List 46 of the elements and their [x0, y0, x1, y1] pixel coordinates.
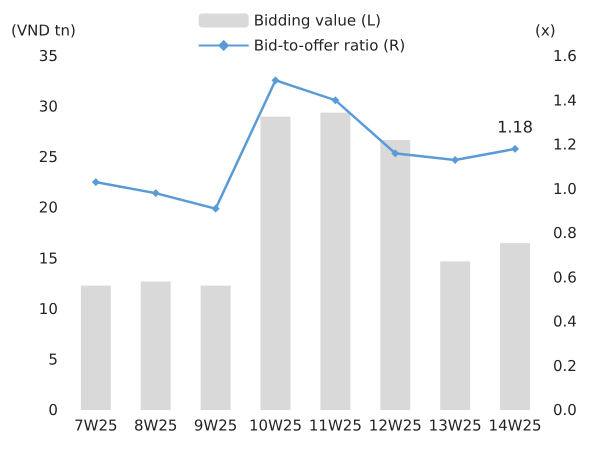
y-axis-title: (VND tn)	[10, 22, 76, 40]
y2-tick-label: 0.0	[553, 401, 577, 419]
y-tick-label: 10	[38, 300, 58, 318]
bar	[80, 286, 111, 410]
point	[92, 178, 100, 186]
y2-tick-label: 1.6	[553, 47, 577, 65]
point	[212, 204, 220, 213]
x-tick-label: 10W25	[248, 416, 302, 434]
point	[272, 76, 280, 84]
y2-tick-label: 0.6	[553, 268, 577, 286]
x-tick-label: 8W25	[134, 416, 178, 434]
bar	[140, 282, 171, 410]
x-tick-label: 12W25	[368, 416, 422, 434]
point	[511, 144, 520, 153]
legend-label: Bidding value (L)	[254, 12, 381, 30]
bar	[200, 286, 231, 410]
point	[152, 189, 160, 198]
y-tick-label: 5	[48, 350, 58, 368]
y2-tick-label: 0.4	[553, 312, 577, 330]
y-tick-label: 35	[38, 47, 58, 65]
y-tick-label: 15	[38, 249, 58, 268]
y-tick-label: 20	[38, 198, 58, 217]
point	[391, 149, 400, 158]
y2-axis-title: (x)	[535, 22, 556, 40]
point	[451, 156, 460, 164]
y2-tick-label: 1.2	[553, 136, 577, 154]
legend-label: Bid-to-offer ratio (R)	[254, 36, 406, 54]
point	[331, 96, 340, 104]
bar	[260, 116, 290, 410]
y2-tick-label: 1.4	[553, 91, 577, 110]
y-tick-label: 30	[38, 98, 58, 116]
data-label: 1.18	[497, 117, 533, 136]
x-tick-label: 9W25	[194, 416, 238, 434]
x-tick-label: 13W25	[428, 416, 482, 434]
y2-tick-label: 0.2	[553, 356, 577, 375]
bar	[320, 112, 350, 410]
x-tick-label: 7W25	[74, 416, 118, 434]
y-tick-label: 0	[48, 401, 58, 419]
y2-tick-label: 0.8	[553, 224, 577, 242]
bar	[440, 261, 470, 410]
y-tick-label: 25	[38, 148, 58, 166]
bar	[380, 140, 410, 410]
bar	[500, 243, 530, 410]
x-tick-label: 14W25	[488, 416, 542, 434]
x-tick-label: 11W25	[308, 416, 362, 434]
y2-tick-label: 1.0	[553, 180, 577, 198]
